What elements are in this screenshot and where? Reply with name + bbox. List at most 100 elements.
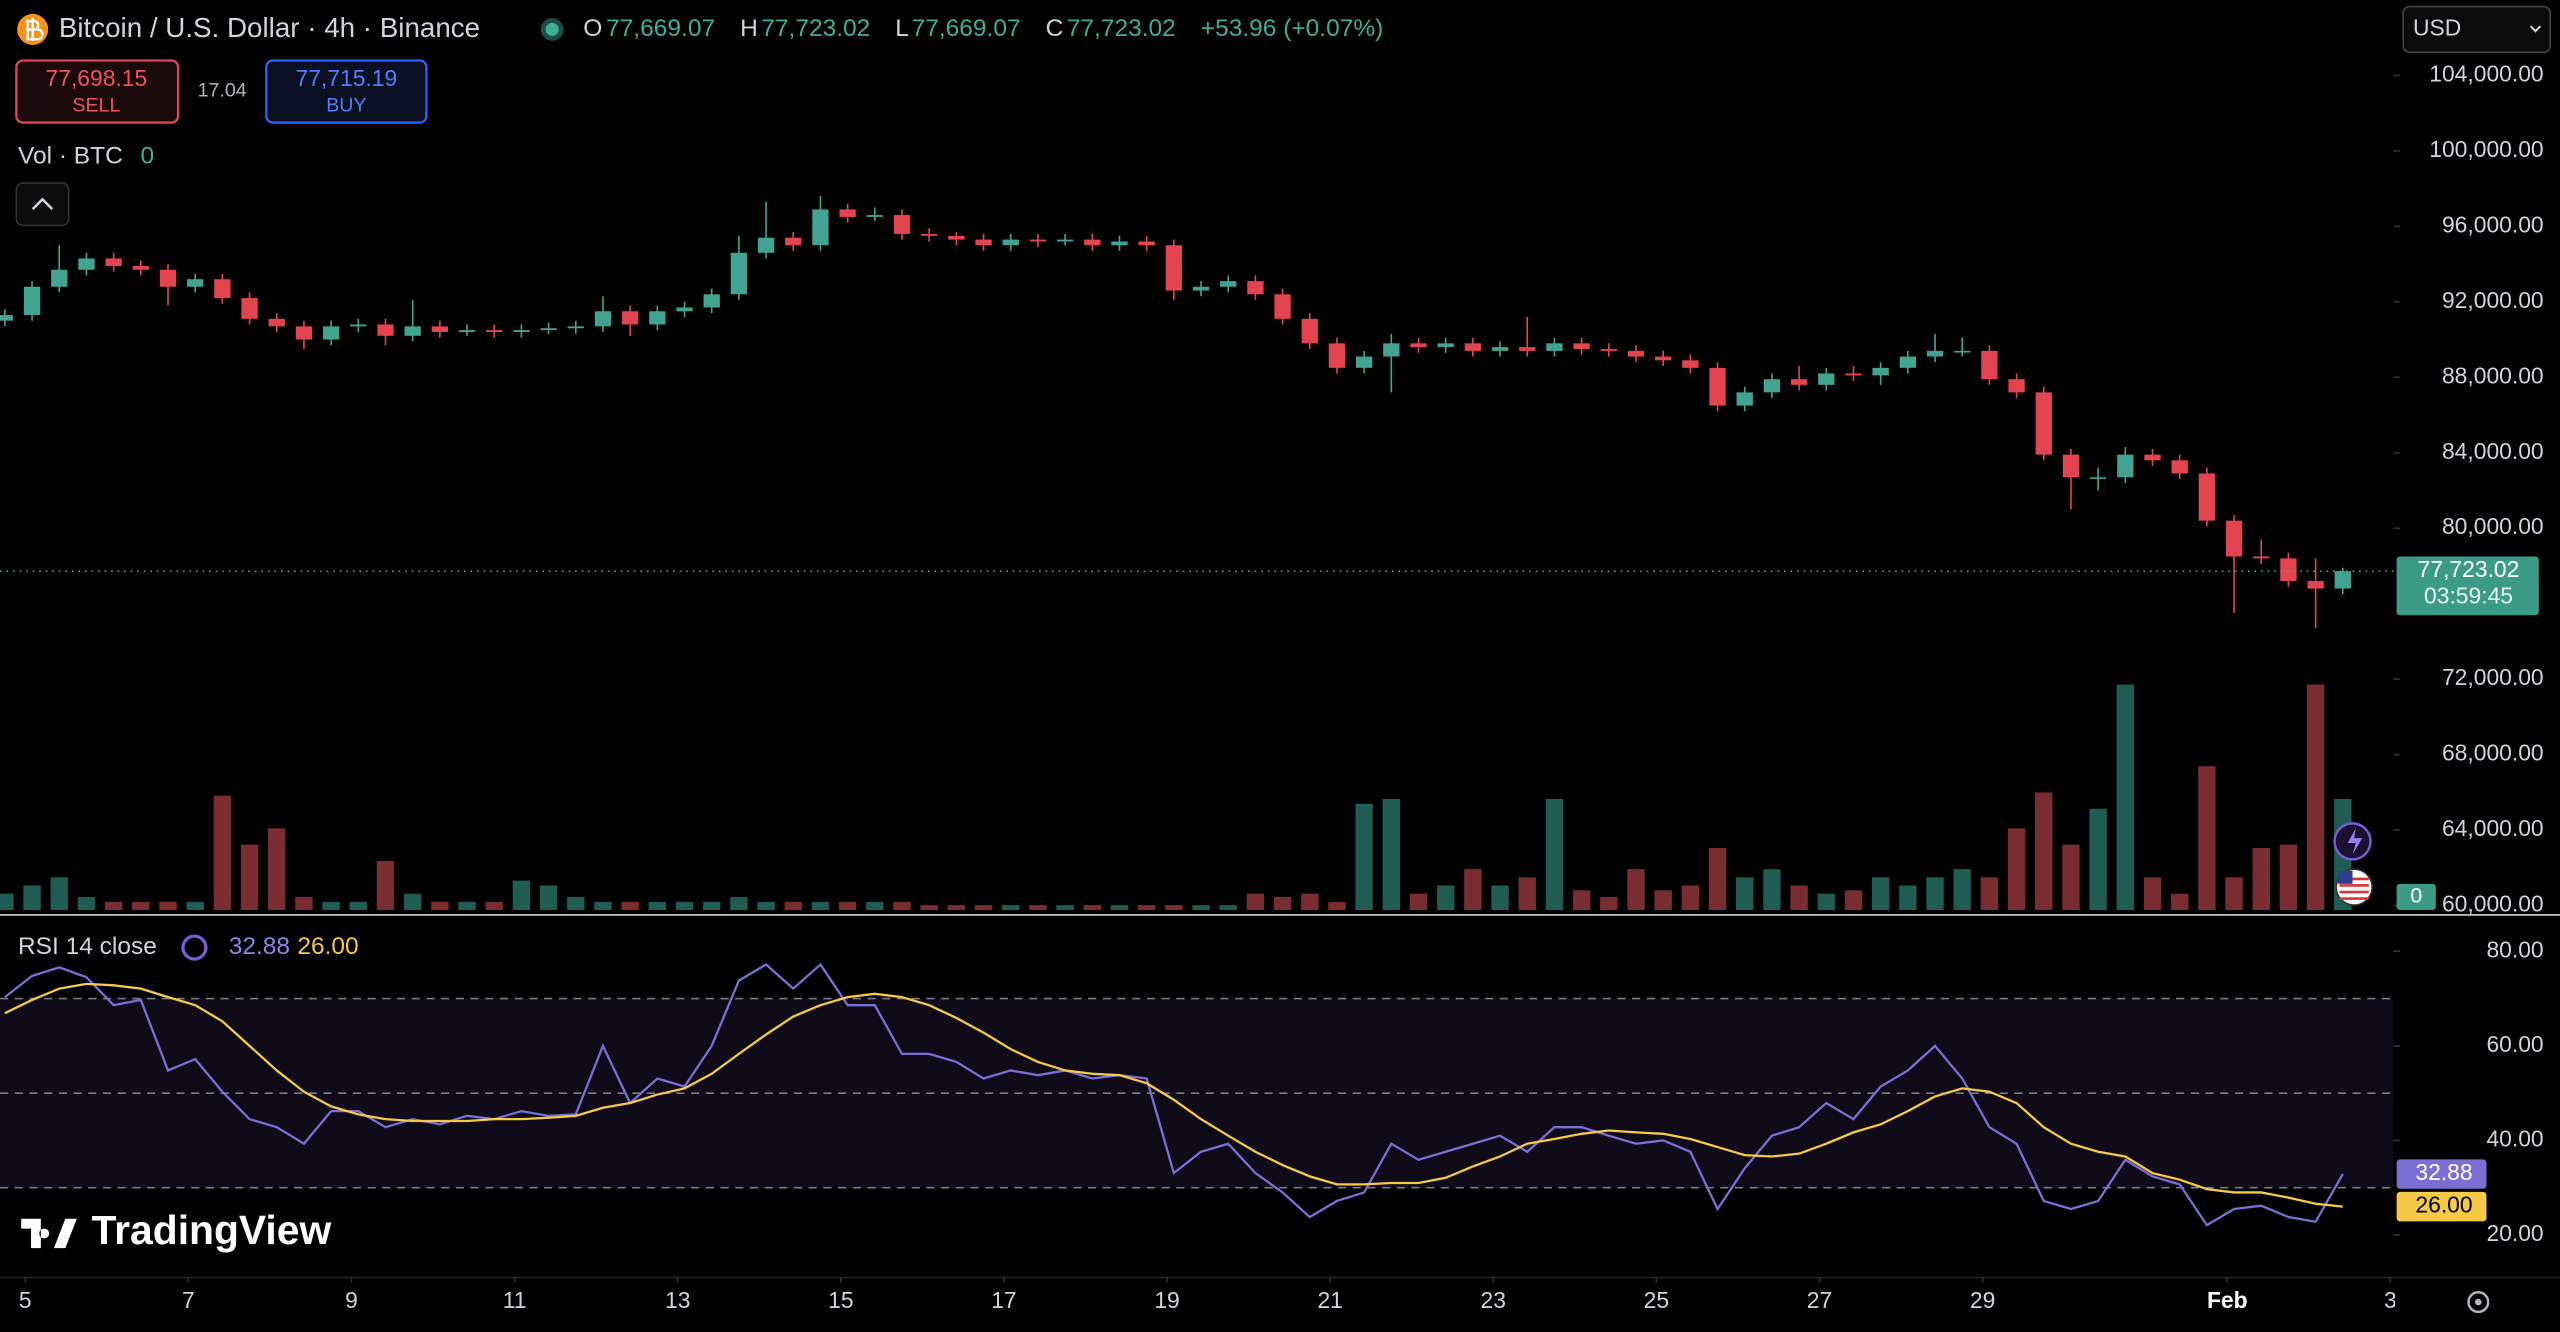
candle-body bbox=[1274, 294, 1291, 319]
candle-body bbox=[458, 330, 476, 333]
price-tag-label: 77,723.02 bbox=[2418, 556, 2520, 582]
volume-bar bbox=[104, 901, 123, 910]
candle-body bbox=[1872, 367, 1889, 376]
volume-bar bbox=[376, 860, 395, 910]
candle-body bbox=[214, 279, 231, 299]
candle-body bbox=[1818, 373, 1835, 385]
volume-bar bbox=[1953, 869, 1971, 910]
buy-label: BUY bbox=[326, 94, 366, 116]
settings-button[interactable] bbox=[2467, 1291, 2490, 1314]
volume-bar bbox=[458, 901, 476, 910]
candle-body bbox=[703, 294, 720, 308]
time-tick-label: 27 bbox=[1807, 1287, 1832, 1313]
volume-bar bbox=[349, 901, 367, 910]
volume-bar bbox=[1763, 869, 1781, 910]
volume-bar bbox=[1736, 877, 1754, 910]
price-tick-label: 64,000.00 bbox=[2442, 815, 2544, 841]
time-tick-label: 21 bbox=[1317, 1287, 1342, 1313]
events-glyph bbox=[2339, 877, 2369, 900]
volume-bar bbox=[132, 901, 150, 910]
currency-dropdown[interactable] bbox=[2402, 5, 2552, 54]
candle-body bbox=[404, 326, 421, 336]
candle-body bbox=[1437, 343, 1454, 348]
candle-body bbox=[1926, 350, 1944, 357]
candle-body bbox=[1002, 239, 1019, 246]
ohlc-legend: O 77,669.07 H 77,723.02 L 77,669.07 C 77,723.02… bbox=[583, 15, 1383, 42]
price-tick-label: 92,000.00 bbox=[2442, 287, 2544, 313]
plot-layer: 60,000.00 64,000.00 68,000.00 72,000.00 80,0… bbox=[0, 61, 2544, 1313]
time-tick-label: 5 bbox=[19, 1287, 32, 1313]
volume-bar bbox=[2143, 877, 2162, 910]
collapse-button[interactable] bbox=[15, 182, 70, 227]
candle-body bbox=[350, 324, 367, 327]
candle-body bbox=[105, 258, 122, 266]
volume-bar bbox=[920, 905, 938, 910]
volume-bar bbox=[1600, 896, 1618, 910]
rsi-title: RSI 14 close bbox=[18, 933, 157, 960]
candle-body bbox=[540, 328, 557, 331]
candle-body bbox=[975, 239, 992, 246]
candle-body bbox=[2334, 571, 2351, 589]
rsi-sync-icon[interactable] bbox=[181, 934, 208, 961]
volume-bar bbox=[2252, 847, 2270, 910]
symbol-title[interactable]: Bitcoin / U.S. Dollar · 4h · Binance bbox=[59, 12, 480, 43]
candle-body bbox=[649, 311, 666, 325]
ohlc-label: L bbox=[895, 15, 909, 42]
volume-bar bbox=[213, 795, 232, 910]
candle-body bbox=[921, 233, 938, 236]
time-tick-label: 25 bbox=[1644, 1287, 1669, 1313]
time-tick-label: 11 bbox=[503, 1287, 527, 1313]
price-tag bbox=[2396, 556, 2539, 616]
time-tick-label: 9 bbox=[345, 1287, 358, 1313]
volume-bar bbox=[295, 896, 313, 910]
volume-bar bbox=[2279, 844, 2298, 910]
candle-body bbox=[757, 237, 775, 253]
volume-bar bbox=[893, 901, 911, 910]
candle-body bbox=[2253, 556, 2270, 559]
volume-bar bbox=[186, 901, 204, 910]
price-tick-label: 96,000.00 bbox=[2442, 211, 2544, 237]
volume-bar bbox=[1002, 905, 1020, 910]
candle-body bbox=[132, 265, 149, 270]
value-tag-label: 26.00 bbox=[2415, 1192, 2472, 1218]
volume-bar bbox=[240, 844, 259, 910]
rsi-value: 32.88 bbox=[229, 933, 290, 960]
buy-button[interactable] bbox=[265, 59, 428, 124]
candle-body bbox=[1709, 367, 1726, 406]
sell-label: SELL bbox=[72, 94, 120, 116]
candle-body bbox=[241, 298, 258, 319]
volume-bar bbox=[1137, 905, 1156, 910]
candle-body bbox=[513, 330, 530, 333]
candle-body bbox=[431, 326, 449, 333]
volume-bar bbox=[1980, 877, 1999, 910]
volume-bar bbox=[1681, 885, 1700, 910]
rsi-tick-label: 40.00 bbox=[2486, 1125, 2543, 1151]
rsi-ma-value: 26.00 bbox=[297, 933, 358, 960]
ohlc-value: 77,669.07 bbox=[912, 15, 1021, 42]
sell-button[interactable] bbox=[15, 59, 180, 124]
volume-bar bbox=[539, 885, 558, 910]
volume-bar bbox=[675, 901, 694, 910]
market-status-dot bbox=[545, 22, 559, 36]
volume-bar bbox=[621, 901, 639, 910]
candle-body bbox=[1056, 239, 1074, 242]
candle-body bbox=[1845, 373, 1862, 376]
value-tag bbox=[2396, 1159, 2487, 1189]
candle-body bbox=[893, 215, 911, 234]
collapse-icon bbox=[31, 197, 54, 211]
rsi-tick-label: 80.00 bbox=[2486, 936, 2543, 962]
candle-body bbox=[322, 326, 340, 340]
candle-body bbox=[1627, 350, 1645, 357]
volume-bar bbox=[811, 901, 830, 910]
volume-bar bbox=[1464, 869, 1482, 910]
volume-bar bbox=[0, 893, 14, 910]
volume-bar bbox=[1192, 905, 1210, 910]
sell-price: 77,698.15 bbox=[46, 65, 148, 91]
candle-body bbox=[1464, 343, 1482, 351]
volume-bar bbox=[159, 901, 177, 910]
volume-bar bbox=[1029, 905, 1047, 910]
volume-bar bbox=[1246, 893, 1265, 910]
candle-body bbox=[866, 215, 883, 217]
ohlc-value: 77,723.02 bbox=[761, 15, 870, 42]
